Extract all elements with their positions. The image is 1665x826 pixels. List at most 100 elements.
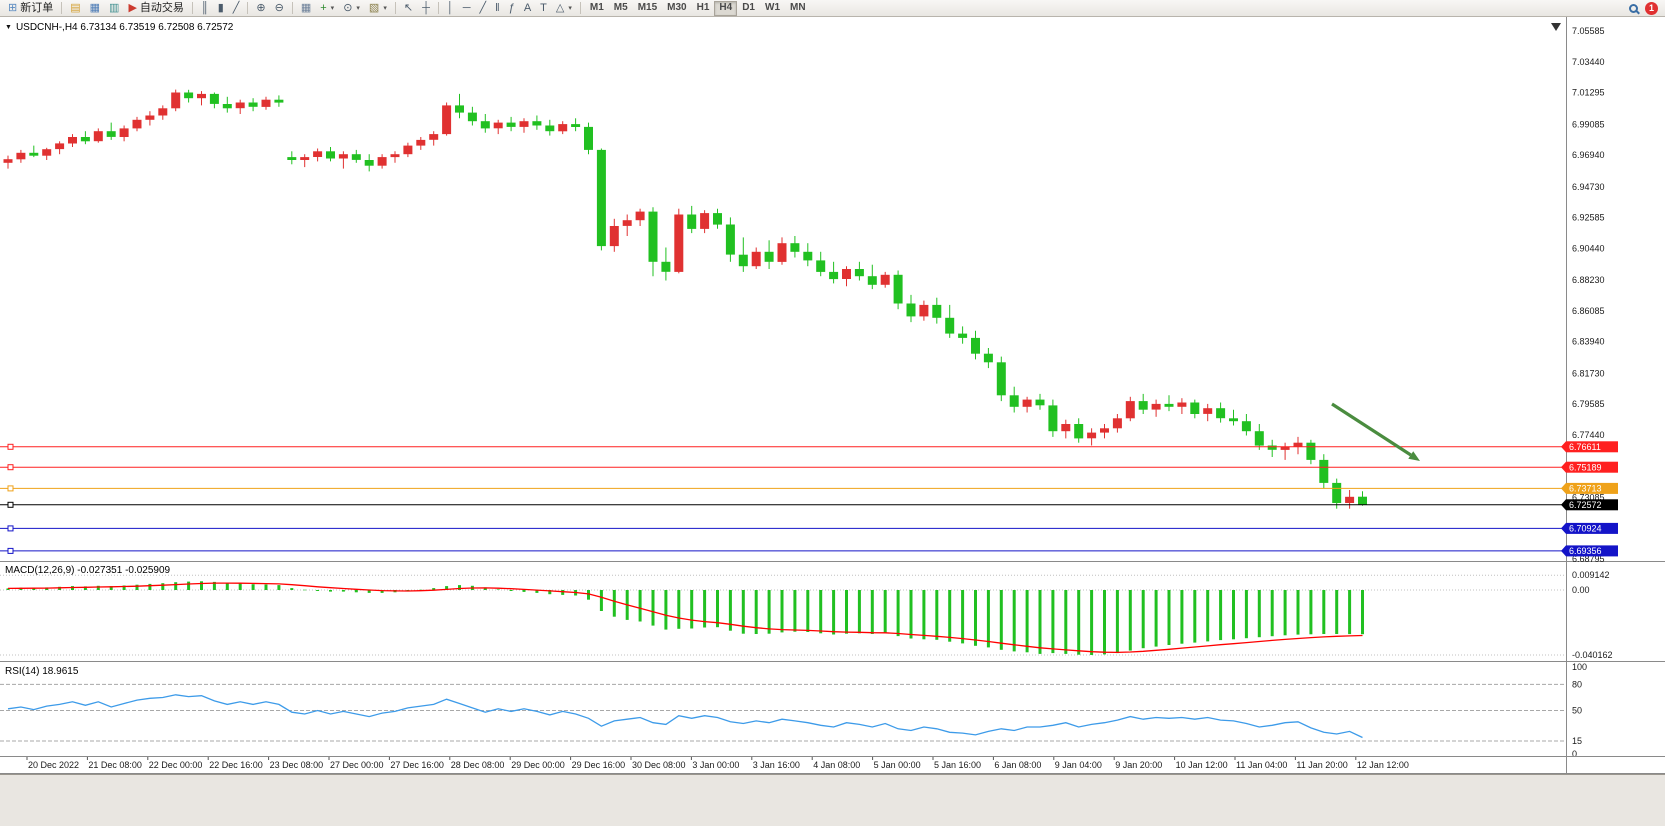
auto-trading-button[interactable]: ▶ 自动交易	[124, 1, 187, 16]
line-chart-icon[interactable]: ╱	[229, 1, 244, 16]
timeframe-m15[interactable]: M15	[633, 1, 662, 16]
ohlc-bars-icon: ║	[200, 1, 209, 14]
level-handle[interactable]	[7, 443, 14, 450]
shapes-icon: △	[555, 1, 565, 14]
timeframe-mn[interactable]: MN	[785, 1, 811, 16]
price-level-badge[interactable]: 6.69356	[1561, 545, 1618, 557]
crosshair-icon[interactable]: ┼	[418, 1, 434, 16]
level-handle[interactable]	[7, 501, 14, 508]
time-axis-label: 5 Jan 16:00	[934, 760, 981, 770]
price-level-badge[interactable]: 6.73713	[1561, 482, 1618, 494]
zoom-out-icon[interactable]: ⊖	[271, 1, 288, 16]
timeframe-m30[interactable]: M30	[662, 1, 691, 16]
templates-icon[interactable]: ▧ ▾	[365, 1, 391, 16]
macd-axis-label: -0.040162	[1572, 650, 1613, 660]
period-selector-icon[interactable]: ⊙ ▾	[339, 1, 364, 16]
time-axis-label: 3 Jan 16:00	[753, 760, 800, 770]
charts-window-icon[interactable]: ▦	[86, 1, 104, 16]
macd-histogram	[6, 581, 1364, 655]
chevron-down-icon: ▾	[330, 4, 335, 12]
navigator-window-icon[interactable]: ▥	[105, 1, 123, 16]
time-axis-label: 23 Dec 08:00	[270, 760, 324, 770]
macd-axis-label: 0.00	[1572, 585, 1590, 595]
time-axis-label: 30 Dec 08:00	[632, 760, 686, 770]
time-axis-label: 9 Jan 20:00	[1115, 760, 1162, 770]
vertical-line-icon[interactable]: │	[443, 1, 458, 16]
timeframe-group: M1 M5 M15 M30 H1 H4 D1 W1 MN	[585, 0, 811, 16]
candlestick-chart-icon: ▮	[217, 1, 224, 14]
tile-windows-icon: ▦	[300, 1, 312, 14]
level-handle[interactable]	[7, 547, 14, 554]
macd-signal-line	[7, 582, 1363, 654]
rsi-indicator-label: RSI(14) 18.9615	[5, 666, 79, 677]
cursor-icon[interactable]: ↖	[400, 1, 417, 16]
candlestick-chart-icon[interactable]: ▮	[214, 1, 228, 16]
price-axis-label: 6.73085	[1572, 492, 1605, 502]
notification-badge[interactable]: 1	[1645, 1, 1658, 15]
svg-text:6.73713: 6.73713	[1569, 484, 1602, 494]
zoom-in-icon[interactable]: ⊕	[252, 1, 269, 16]
time-axis-label: 11 Jan 04:00	[1236, 760, 1287, 770]
price-level-badge[interactable]: 6.76611	[1561, 441, 1618, 453]
time-axis-label: 21 Dec 08:00	[88, 760, 142, 770]
tile-windows-icon[interactable]: ▦	[297, 1, 315, 16]
price-axis-label: 6.79585	[1572, 399, 1605, 409]
horizontal-line-icon[interactable]: ─	[459, 1, 475, 16]
timeframe-h1[interactable]: H1	[692, 1, 715, 16]
svg-text:6.76611: 6.76611	[1569, 442, 1601, 452]
time-axis-label: 22 Dec 16:00	[209, 760, 263, 770]
toolbar-separator	[291, 2, 293, 14]
toolbar-separator	[191, 2, 193, 14]
indicators-list-icon: +	[320, 1, 327, 14]
level-lines	[0, 443, 1566, 554]
ohlc-bars-icon[interactable]: ║	[197, 1, 213, 16]
equidistant-channel-icon: ‖	[495, 1, 500, 14]
price-axis-label: 6.96940	[1572, 150, 1605, 160]
level-handle[interactable]	[7, 464, 14, 471]
new-order-button[interactable]: ⊞ 新订单	[4, 1, 57, 16]
time-axis-labels: 20 Dec 2022 21 Dec 08:00 22 Dec 00:00 22 De…	[26, 757, 1409, 770]
toolbar-right: 1	[1629, 1, 1661, 15]
level-handle[interactable]	[7, 525, 14, 532]
price-level-badge[interactable]: 6.75189	[1561, 461, 1618, 473]
text-icon: A	[523, 1, 532, 14]
trendline-icon: ╱	[479, 1, 487, 14]
text-label-icon[interactable]: T	[536, 1, 551, 16]
equidistant-channel-icon[interactable]: ‖	[491, 1, 504, 16]
chart-symbol-dropdown-icon[interactable]: ▼	[5, 24, 12, 31]
indicators-list-icon[interactable]: + ▾	[316, 1, 338, 16]
zoom-out-icon: ⊖	[274, 1, 284, 14]
toolbar-separator	[394, 2, 396, 14]
timeframe-w1[interactable]: W1	[760, 1, 785, 16]
price-axis-label: 6.81730	[1572, 368, 1605, 378]
macd-pane: 0.009142 0.00 -0.040162	[0, 570, 1613, 660]
market-watch-icon[interactable]: ▤	[66, 1, 84, 16]
price-axis-label: 7.01295	[1572, 88, 1605, 98]
timeframe-m1[interactable]: M1	[585, 1, 609, 16]
chart-title-text: USDCNH-,H4 6.73134 6.73519 6.72508 6.725…	[15, 22, 234, 33]
trend-arrow-annotation[interactable]	[1331, 402, 1420, 461]
chart-shift-marker[interactable]	[1551, 23, 1561, 31]
zoom-in-icon: ⊕	[256, 1, 266, 14]
price-axis-label: 6.94730	[1572, 182, 1605, 192]
timeframe-h4[interactable]: H4	[714, 0, 738, 16]
macd-indicator-label: MACD(12,26,9) -0.027351 -0.025909	[5, 565, 171, 576]
trendline-icon[interactable]: ╱	[476, 1, 491, 16]
price-level-badge[interactable]: 6.70924	[1561, 522, 1618, 534]
text-icon[interactable]: A	[520, 1, 535, 16]
level-handle[interactable]	[7, 485, 14, 492]
price-axis-label: 6.90440	[1572, 243, 1605, 253]
price-axis-label: 7.03440	[1572, 57, 1605, 67]
text-label-icon: T	[540, 1, 547, 14]
fibonacci-icon[interactable]: ƒ	[505, 1, 519, 16]
shapes-icon[interactable]: △ ▾	[552, 1, 576, 16]
time-axis-label: 28 Dec 08:00	[451, 760, 505, 770]
search-icon[interactable]	[1629, 3, 1638, 13]
timeframe-m5[interactable]: M5	[609, 1, 633, 16]
timeframe-d1[interactable]: D1	[737, 1, 760, 16]
templates-icon: ▧	[368, 1, 380, 14]
price-level-badge[interactable]: 6.72572	[1561, 499, 1618, 511]
toolbar-separator	[437, 2, 439, 14]
window-bottom-area	[0, 774, 1665, 826]
